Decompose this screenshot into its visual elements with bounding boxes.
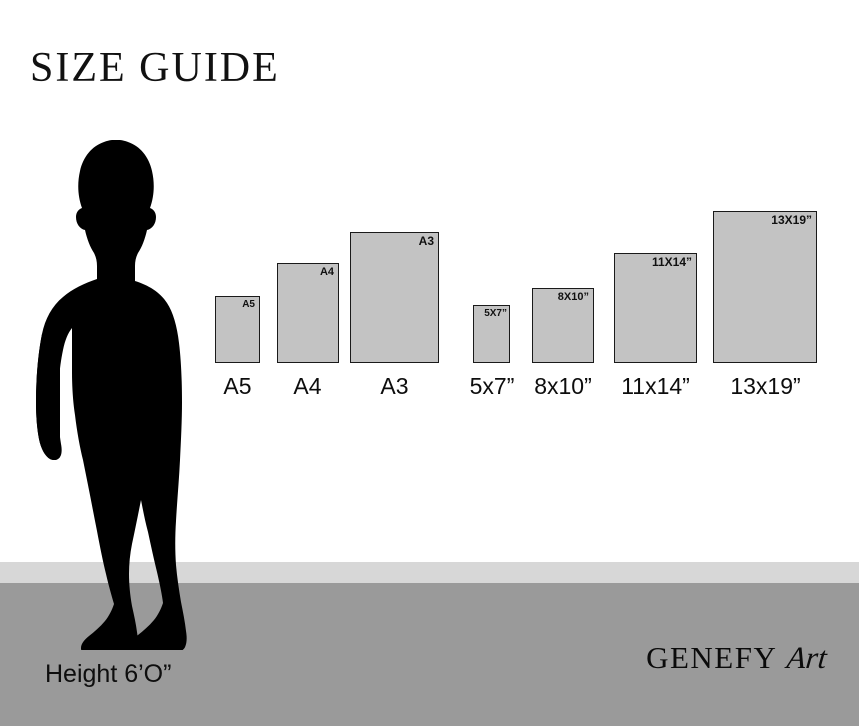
frame-inner-label: 13X19”	[771, 213, 812, 227]
frame-inner-label: 8X10”	[557, 291, 589, 303]
frame-a5: A5	[215, 296, 260, 363]
brand-name: GENEFY	[646, 640, 778, 675]
frame-a4: A4	[277, 263, 339, 363]
frame-5x7: 5X7”	[473, 305, 510, 363]
frame-inner-label: A5	[242, 299, 255, 310]
frame-11x14: 11X14”	[614, 253, 697, 363]
frame-caption-a4: A4	[293, 373, 322, 399]
frame-caption-a3: A3	[380, 373, 409, 399]
frame-inner-label: A4	[319, 266, 334, 278]
frame-caption-13x19: 13x19”	[730, 373, 801, 399]
brand-script: Art	[785, 640, 829, 675]
frame-caption-a5: A5	[223, 373, 252, 399]
frame-inner-label: 5X7”	[484, 308, 507, 319]
floor-edge-band	[0, 562, 859, 583]
height-label: Height 6’O”	[45, 660, 172, 688]
frame-inner-label: 11X14”	[651, 255, 692, 269]
frame-caption-5x7: 5x7”	[469, 373, 515, 399]
person-silhouette	[30, 140, 205, 650]
brand-logo: GENEFY Art	[646, 640, 829, 676]
frame-13x19: 13X19”	[713, 211, 817, 363]
page-title: SIZE GUIDE	[30, 45, 280, 91]
frame-inner-label: A3	[418, 234, 434, 248]
frame-8x10: 8X10”	[532, 288, 594, 363]
floor-surface	[0, 583, 859, 726]
frame-caption-8x10: 8x10”	[534, 373, 592, 399]
frame-caption-11x14: 11x14”	[621, 373, 690, 399]
frame-a3: A3	[350, 232, 439, 363]
